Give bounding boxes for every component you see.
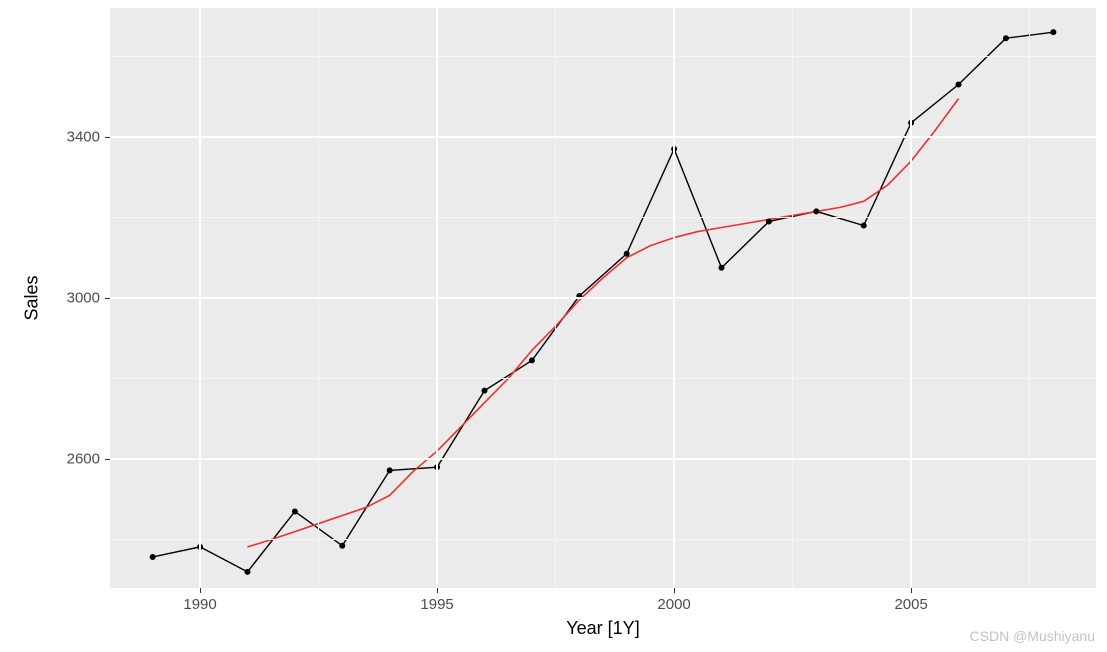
watermark: CSDN @Mushiyanu — [970, 628, 1095, 644]
grid-major-h — [110, 458, 1096, 459]
grid-minor-h — [110, 539, 1096, 540]
y-tick-label: 2600 — [60, 451, 100, 468]
grid-minor-h — [110, 217, 1096, 218]
grid-major-h — [110, 297, 1096, 298]
grid-minor-h — [110, 56, 1096, 57]
x-tick-label: 2005 — [894, 596, 927, 613]
x-tick-label: 1990 — [183, 596, 216, 613]
x-tick — [674, 588, 675, 593]
x-tick — [437, 588, 438, 593]
y-tick — [105, 137, 110, 138]
x-tick-label: 2000 — [657, 596, 690, 613]
x-axis-title: Year [1Y] — [566, 618, 639, 639]
x-tick — [911, 588, 912, 593]
y-tick-label: 3000 — [60, 290, 100, 307]
grid-major-h — [110, 136, 1096, 137]
chart-container: Year [1Y] Sales CSDN @Mushiyanu 1990 1995… — [0, 0, 1107, 652]
y-tick — [105, 459, 110, 460]
grid-minor-h — [110, 378, 1096, 379]
y-tick — [105, 298, 110, 299]
y-tick-label: 3400 — [60, 128, 100, 145]
x-tick — [200, 588, 201, 593]
x-tick-label: 1995 — [420, 596, 453, 613]
y-axis-title: Sales — [22, 275, 43, 320]
